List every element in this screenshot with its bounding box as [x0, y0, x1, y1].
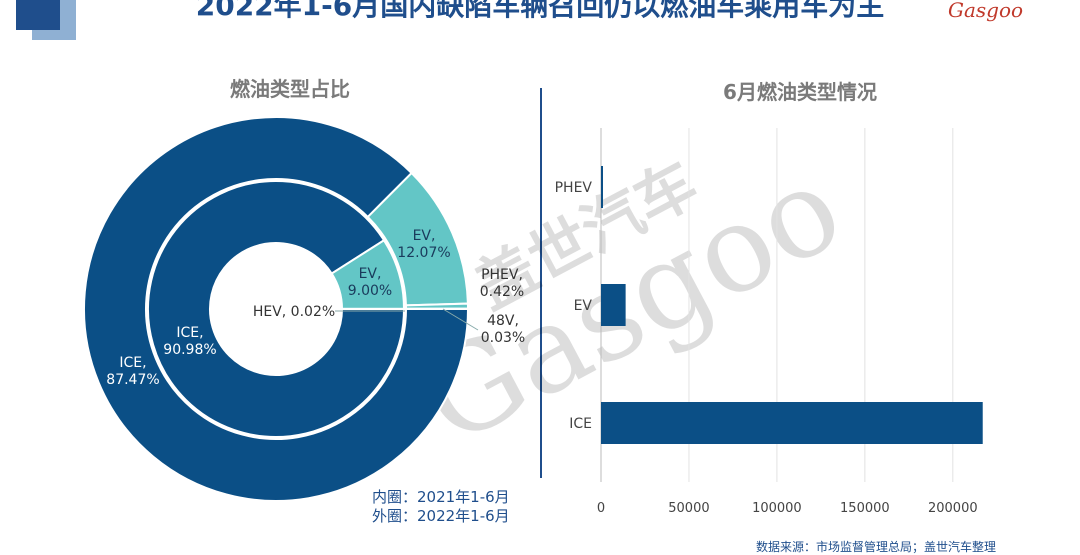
x-tick-label: 150000 — [840, 501, 890, 516]
x-tick-label: 0 — [597, 501, 605, 516]
outer-ice-label: ICE, — [119, 355, 146, 371]
x-tick-label: 200000 — [928, 501, 978, 516]
outer-ring-note: 外圈：2022年1-6月 — [372, 505, 510, 526]
outer-phev-pct: 0.42% — [480, 284, 524, 300]
x-tick-label: 50000 — [668, 501, 709, 516]
inner-ice-pct: 90.98% — [163, 342, 216, 358]
outer-ice-pct: 87.47% — [106, 372, 159, 388]
bar-ev — [601, 284, 626, 326]
outer-48v-label: 48V, — [487, 313, 519, 329]
category-label-ev: EV — [574, 298, 593, 314]
inner-ice-label: ICE, — [176, 325, 203, 341]
x-tick-label: 100000 — [752, 501, 802, 516]
bar-phev — [601, 166, 603, 208]
outer-48v-pct: 0.03% — [481, 330, 525, 346]
inner-ring-note: 内圈：2021年1-6月 — [372, 486, 510, 507]
category-label-phev: PHEV — [555, 180, 593, 196]
outer-ev-label: EV, — [413, 228, 436, 244]
outer-phev-label: PHEV, — [481, 267, 523, 283]
inner-hev-label: HEV, 0.02% — [253, 304, 335, 320]
bar-ice — [601, 402, 983, 444]
inner-ev-pct: 9.00% — [348, 283, 392, 299]
category-label-ice: ICE — [569, 416, 592, 432]
inner-ev-label: EV, — [359, 266, 382, 282]
outer-ev-pct: 12.07% — [397, 245, 450, 261]
bar-x-ticks: 0 50000 100000 150000 200000 — [597, 501, 978, 516]
